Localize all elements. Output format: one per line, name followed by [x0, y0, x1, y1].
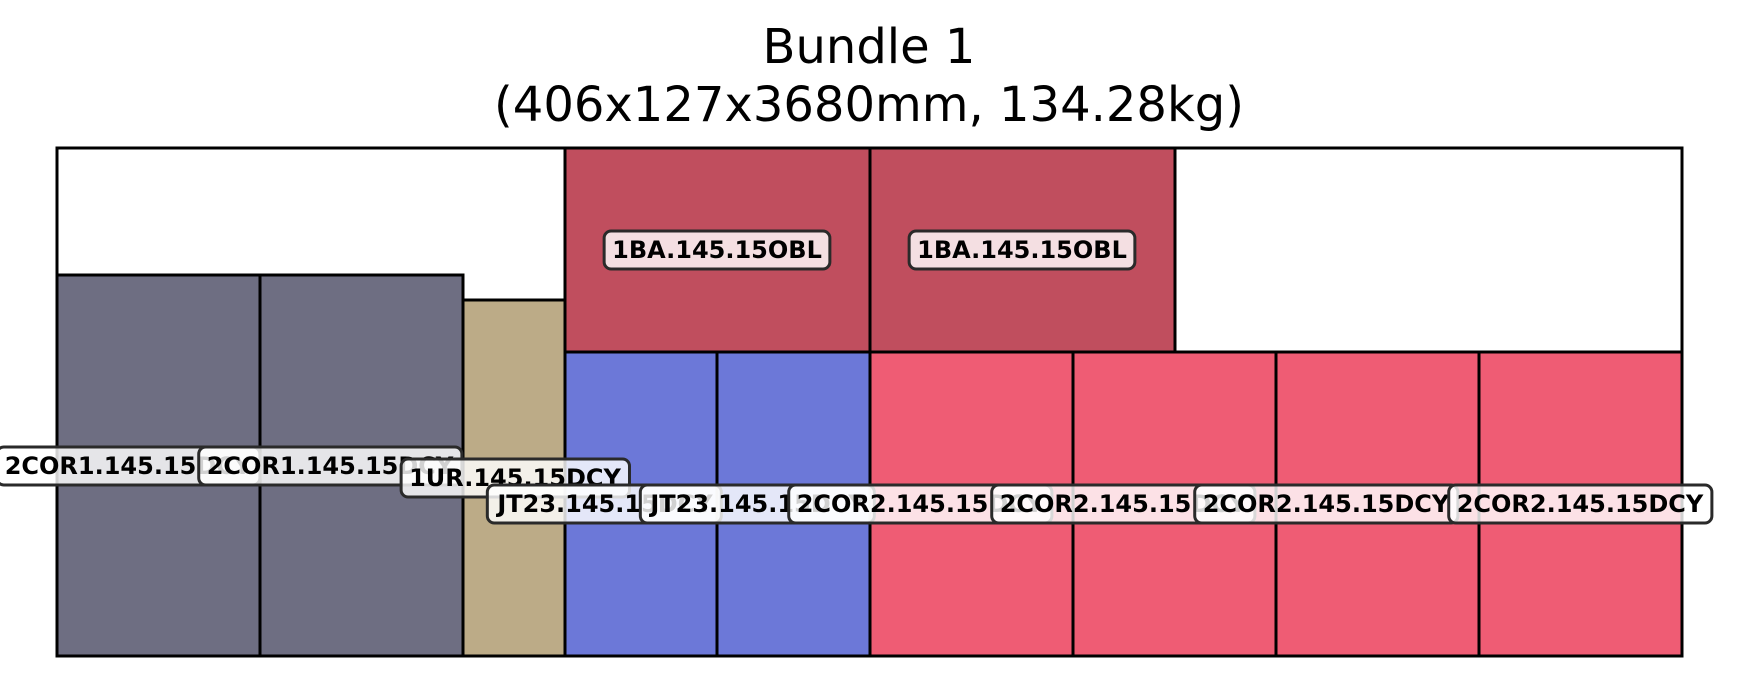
- piece-label-5: 1BA.145.15OBL: [907, 229, 1137, 271]
- bundle-outline: [55, 146, 1684, 658]
- piece-labels: 2COR1.145.15DCY2COR1.145.15DCY1UR.145.15…: [0, 229, 1714, 525]
- piece-label-box: [1447, 483, 1714, 525]
- piece-label-text: 1BA.145.15OBL: [612, 236, 822, 264]
- piece-label-text: 2COR2.145.15DCY: [1203, 490, 1450, 518]
- piece-label-box: [602, 229, 832, 271]
- piece-label-4: 1BA.145.15OBL: [602, 229, 832, 271]
- piece-rects: [55, 146, 1684, 658]
- piece-label-text: 2COR2.145.15DCY: [1457, 490, 1704, 518]
- bundle-title-line2: (406x127x3680mm, 134.28kg): [494, 77, 1244, 133]
- piece-label-10: 2COR2.145.15DCY: [1193, 483, 1460, 525]
- piece-label-11: 2COR2.145.15DCY: [1447, 483, 1714, 525]
- bundle-title-line1: Bundle 1: [762, 19, 976, 75]
- piece-label-text: 1BA.145.15OBL: [917, 236, 1127, 264]
- piece-label-box: [907, 229, 1137, 271]
- bundle-title: Bundle 1 (406x127x3680mm, 134.28kg): [0, 18, 1738, 134]
